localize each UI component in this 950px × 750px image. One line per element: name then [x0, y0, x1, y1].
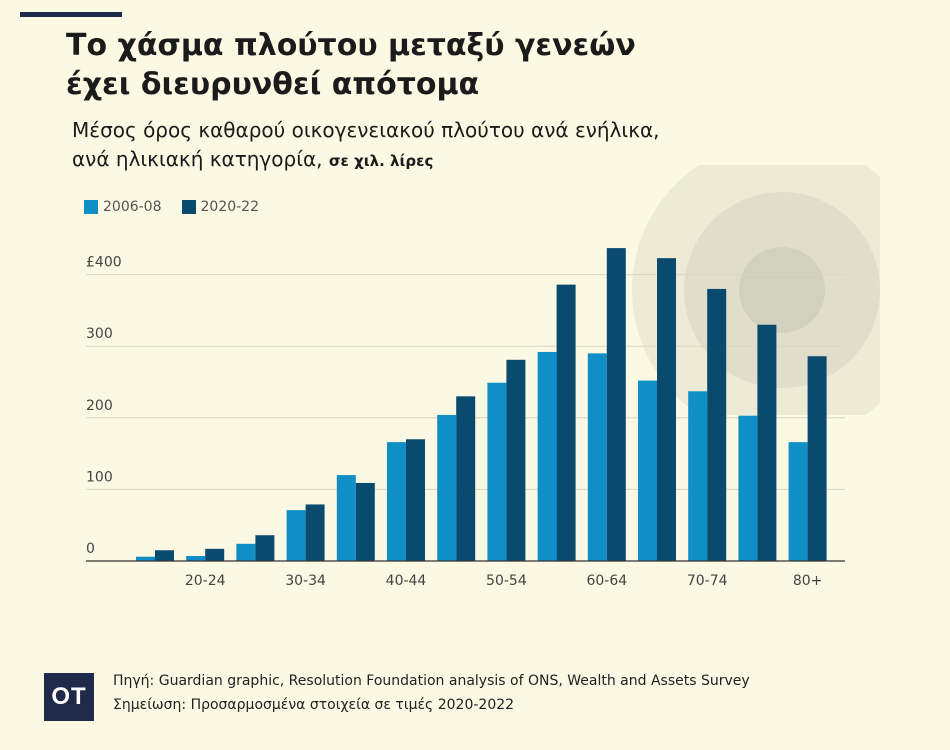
bar-2020-22-0 [155, 550, 174, 561]
ot-logo: OT [44, 673, 94, 721]
inner-circle [739, 247, 825, 333]
bar-2006-08-7 [487, 382, 507, 561]
bar-2006-08-6 [437, 414, 457, 561]
x-tick-label-30-34: 30-34 [285, 573, 326, 589]
chart-title: Το χάσμα πλούτου μεταξύ γενεών έχει διευ… [66, 26, 636, 104]
x-tick-label-80+: 80+ [793, 573, 823, 589]
bar-2020-22-1 [205, 548, 225, 561]
bar-2020-22-8 [556, 284, 576, 561]
legend-swatch-2020-22 [181, 200, 196, 214]
bar-2006-08-4 [336, 475, 356, 561]
legend-swatch-2006-08 [84, 200, 98, 214]
y-tick-label-100: 100 [86, 469, 113, 485]
legend-item-2006-08: 2006-08 [84, 199, 162, 215]
y-tick-label-300: 300 [86, 326, 113, 342]
x-tick-label-60-64: 60-64 [586, 573, 627, 589]
bar-2020-22-13 [807, 356, 827, 561]
bar-2006-08-5 [387, 442, 406, 561]
bar-2020-22-3 [305, 504, 325, 561]
legend-label-2006-08: 2006-08 [103, 199, 162, 215]
bar-2020-22-10 [657, 258, 676, 561]
legend-label-2020-22: 2020-22 [200, 199, 260, 215]
y-tick-label-200: 200 [86, 398, 113, 414]
bar-2006-08-9 [587, 353, 607, 561]
bar-2006-08-8 [537, 351, 557, 561]
bar-2020-22-9 [606, 248, 626, 561]
bar-2020-22-7 [506, 359, 526, 561]
outer-circle [632, 165, 880, 415]
bar-2006-08-10 [638, 380, 657, 561]
bar-2006-08-3 [286, 510, 306, 561]
x-tick-label-70-74: 70-74 [687, 573, 728, 589]
bar-2006-08-13 [788, 442, 808, 561]
bar-2020-22-5 [406, 439, 425, 561]
unit-label: σε χιλ. λίρες [328, 152, 434, 170]
x-tick-label-40-44: 40-44 [386, 573, 427, 589]
subtitle-line-1: Μέσος όρος καθαρού οικογενειακού πλούτου… [72, 118, 660, 142]
title-line-1: Το χάσμα πλούτου μεταξύ γενεών [66, 28, 636, 63]
subtitle-line-2: ανά ηλικιακή κατηγορία, [72, 147, 323, 171]
chart-subtitle: Μέσος όρος καθαρού οικογενειακού πλούτου… [72, 116, 660, 176]
legend-item-2020-22: 2020-22 [181, 199, 260, 215]
chart-legend: 2006-08 2020-22 [84, 199, 279, 215]
bar-2020-22-6 [456, 396, 476, 561]
bar-2006-08-2 [236, 543, 256, 561]
middle-circle [684, 192, 880, 388]
bar-2006-08-1 [186, 555, 206, 561]
top-accent-bar [20, 12, 122, 17]
x-tick-label-50-54: 50-54 [486, 573, 527, 589]
y-tick-label-400: £400 [86, 255, 122, 271]
x-tick-label-20-24: 20-24 [185, 573, 226, 589]
bar-2006-08-0 [136, 556, 155, 561]
decorative-circles [632, 165, 880, 415]
source-note: Πηγή: Guardian graphic, Resolution Found… [113, 673, 750, 689]
adjustment-note: Σημείωση: Προσαρμοσμένα στοιχεία σε τιμέ… [113, 697, 515, 713]
bar-2020-22-11 [707, 288, 727, 561]
bar-2006-08-11 [688, 391, 708, 561]
bar-2020-22-2 [255, 535, 275, 561]
title-line-2: έχει διευρυνθεί απότομα [66, 67, 480, 102]
bar-2020-22-12 [757, 324, 777, 561]
bar-2020-22-4 [355, 482, 375, 561]
bar-2006-08-12 [738, 415, 758, 561]
y-tick-label-0: 0 [86, 541, 95, 557]
